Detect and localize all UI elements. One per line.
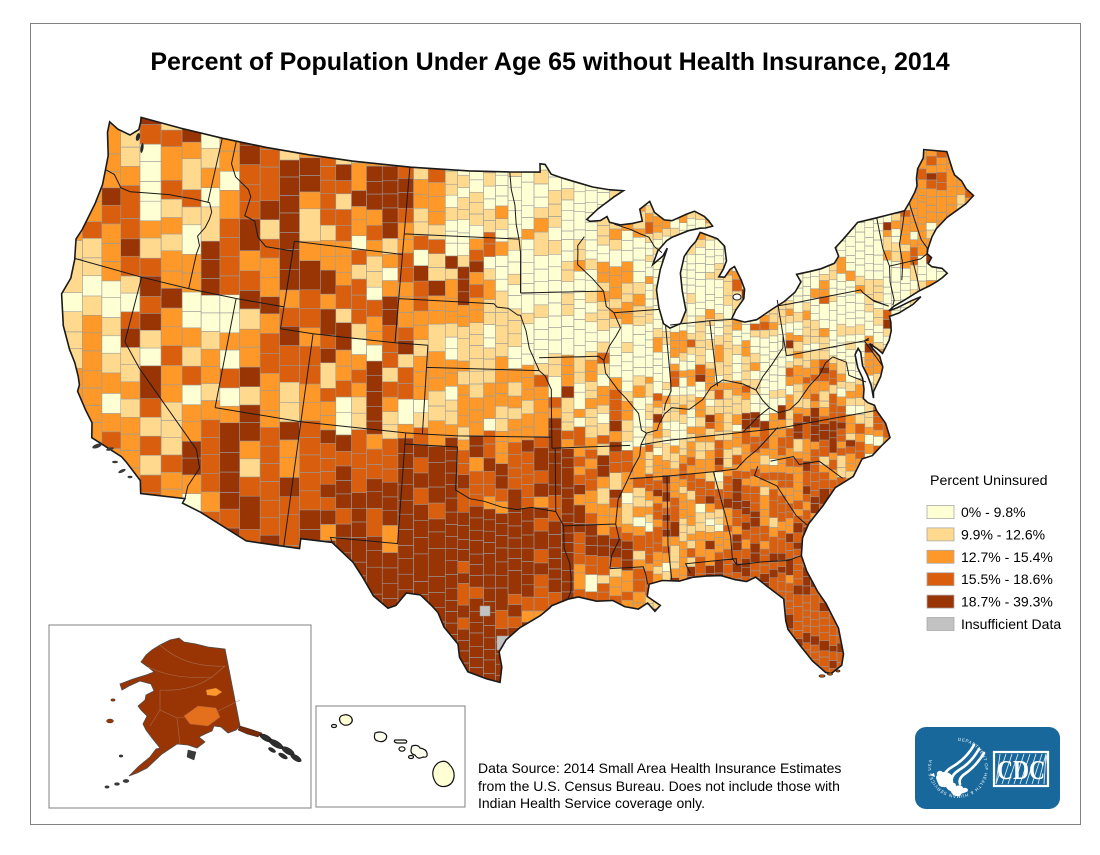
svg-text:CDC: CDC bbox=[997, 755, 1045, 785]
svg-text:0% - 9.8%: 0% - 9.8% bbox=[961, 504, 1026, 520]
svg-text:12.7% - 15.4%: 12.7% - 15.4% bbox=[961, 549, 1053, 565]
svg-text:Insufficient Data: Insufficient Data bbox=[961, 616, 1061, 632]
svg-text:9.9% - 12.6%: 9.9% - 12.6% bbox=[961, 526, 1045, 542]
svg-text:15.5% - 18.6%: 15.5% - 18.6% bbox=[961, 571, 1053, 587]
svg-text:Percent Uninsured: Percent Uninsured bbox=[930, 473, 1048, 489]
svg-text:18.7% - 39.3%: 18.7% - 39.3% bbox=[961, 594, 1053, 610]
